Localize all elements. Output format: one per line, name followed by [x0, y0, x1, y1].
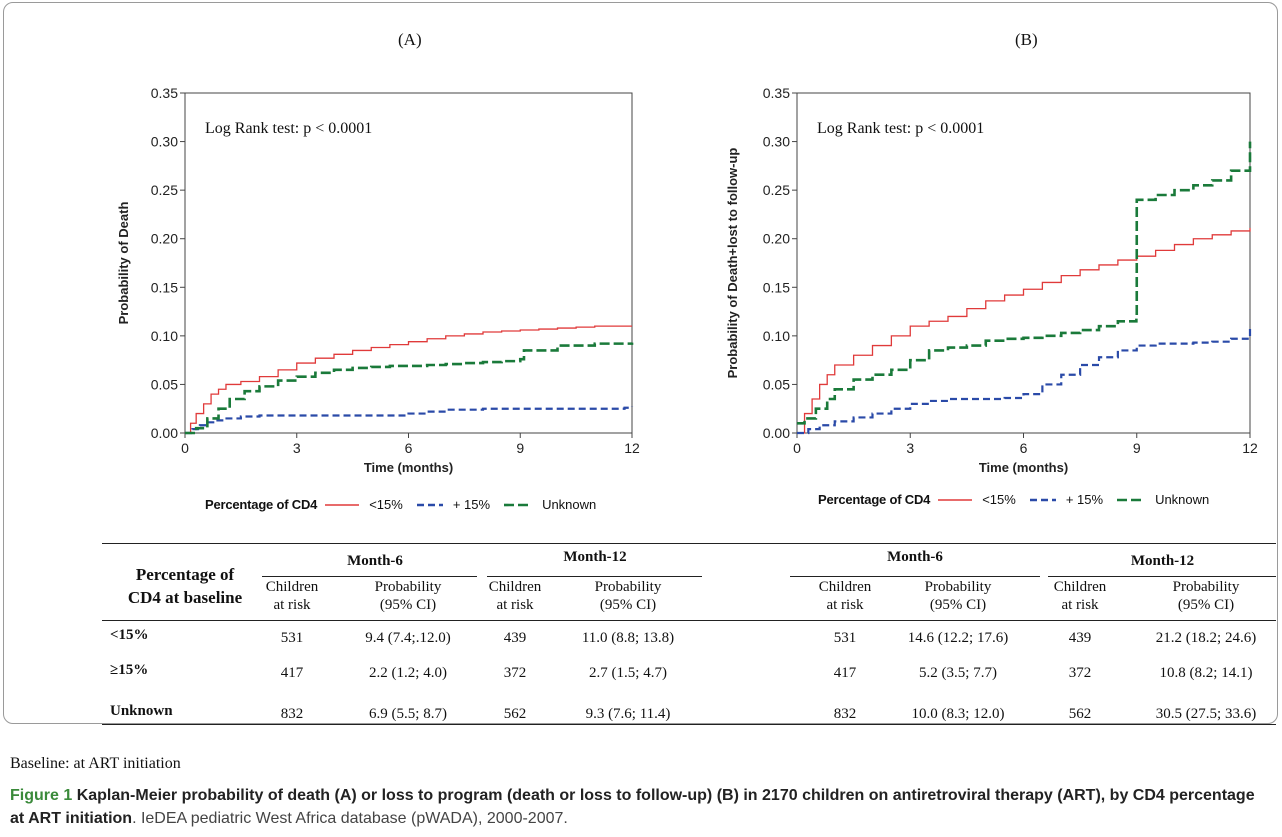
legend-b: Percentage of CD4 <15% + 15% Unknown [818, 492, 1223, 507]
y-tick-label: 0.20 [763, 231, 790, 247]
legend-a-title: Percentage of CD4 [205, 497, 318, 512]
x-axis-label: Time (months) [979, 460, 1068, 475]
x-tick-label: 6 [405, 440, 413, 456]
legend-a-item-ge15: + 15% [416, 497, 491, 512]
legend-a-label-ge15: + 15% [452, 497, 491, 512]
legend-b-title: Percentage of CD4 [818, 492, 931, 507]
baseline-note: Baseline: at ART initiation [10, 755, 181, 772]
caption-figure-label: Figure 1 [10, 787, 73, 804]
series-line-2 [185, 342, 634, 435]
x-tick-label: 9 [1133, 440, 1141, 456]
panel-a-title: (A) [398, 30, 422, 49]
x-tick-label: 12 [624, 440, 640, 456]
y-tick-label: 0.30 [151, 134, 178, 150]
series-line-0 [185, 325, 632, 434]
caption-rest-text: . IeDEA pediatric West Africa database (… [132, 810, 568, 827]
y-tick-label: 0.00 [763, 425, 790, 441]
series-line-0 [797, 228, 1251, 434]
y-tick-label: 0.15 [763, 279, 790, 295]
x-tick-label: 0 [181, 440, 189, 456]
legend-a: Percentage of CD4 <15% + 15% Unknown [205, 497, 610, 512]
legend-b-item-unknown: Unknown [1117, 492, 1209, 507]
legend-a-label-lt15: <15% [369, 497, 403, 512]
legend-b-label-ge15: + 15% [1065, 492, 1104, 507]
legend-b-item-ge15: + 15% [1029, 492, 1104, 507]
x-axis-label: Time (months) [364, 460, 453, 475]
y-tick-label: 0.20 [151, 231, 178, 247]
y-tick-label: 0.35 [151, 85, 178, 101]
legend-b-label-lt15: <15% [982, 492, 1016, 507]
x-tick-label: 6 [1020, 440, 1028, 456]
y-tick-label: 0.35 [763, 85, 790, 101]
x-tick-label: 9 [516, 440, 524, 456]
y-tick-label: 0.10 [763, 328, 790, 344]
legend-a-item-lt15: <15% [325, 497, 403, 512]
figure-frame [3, 2, 1278, 724]
series-line-1 [797, 328, 1252, 435]
table-bottom-rule [102, 724, 1276, 725]
x-tick-label: 3 [906, 440, 914, 456]
y-tick-label: 0.25 [763, 182, 790, 198]
y-tick-label: 0.00 [151, 425, 178, 441]
y-tick-label: 0.30 [763, 134, 790, 150]
x-tick-label: 0 [793, 440, 801, 456]
x-tick-label: 12 [1242, 440, 1258, 456]
log-rank-annotation: Log Rank test: p < 0.0001 [205, 120, 372, 137]
y-tick-label: 0.05 [763, 376, 790, 392]
series-line-2 [797, 141, 1252, 425]
legend-a-label-unknown: Unknown [542, 497, 597, 512]
panel-b-title: (B) [1015, 30, 1038, 49]
y-tick-label: 0.15 [151, 279, 178, 295]
plot-area [796, 92, 1251, 434]
series-line-1 [185, 406, 634, 435]
legend-b-label-unknown: Unknown [1155, 492, 1210, 507]
y-tick-label: 0.25 [151, 182, 178, 198]
figure-caption: Figure 1 Kaplan-Meier probability of dea… [10, 784, 1272, 830]
chart-a: 0.00 0.05 0.10 0.15 0.20 0.25 0.30 0.35 0 3 6 9 12 Ti… [116, 85, 640, 475]
log-rank-annotation: Log Rank test: p < 0.0001 [817, 120, 984, 137]
y-tick-label: 0.10 [151, 328, 178, 344]
legend-a-item-unknown: Unknown [504, 497, 596, 512]
caption-bold-text: Kaplan-Meier probability of death (A) or… [10, 787, 1255, 827]
y-axis-label: Probability of Death+lost to follow-up [725, 148, 740, 379]
legend-b-item-lt15: <15% [938, 492, 1016, 507]
y-axis-label: Probability of Death [116, 202, 131, 325]
y-tick-label: 0.05 [151, 376, 178, 392]
x-tick-label: 3 [293, 440, 301, 456]
chart-b: 0.00 0.05 0.10 0.15 0.20 0.25 0.30 0.35 0 3 6 9 12 Ti… [725, 85, 1258, 475]
